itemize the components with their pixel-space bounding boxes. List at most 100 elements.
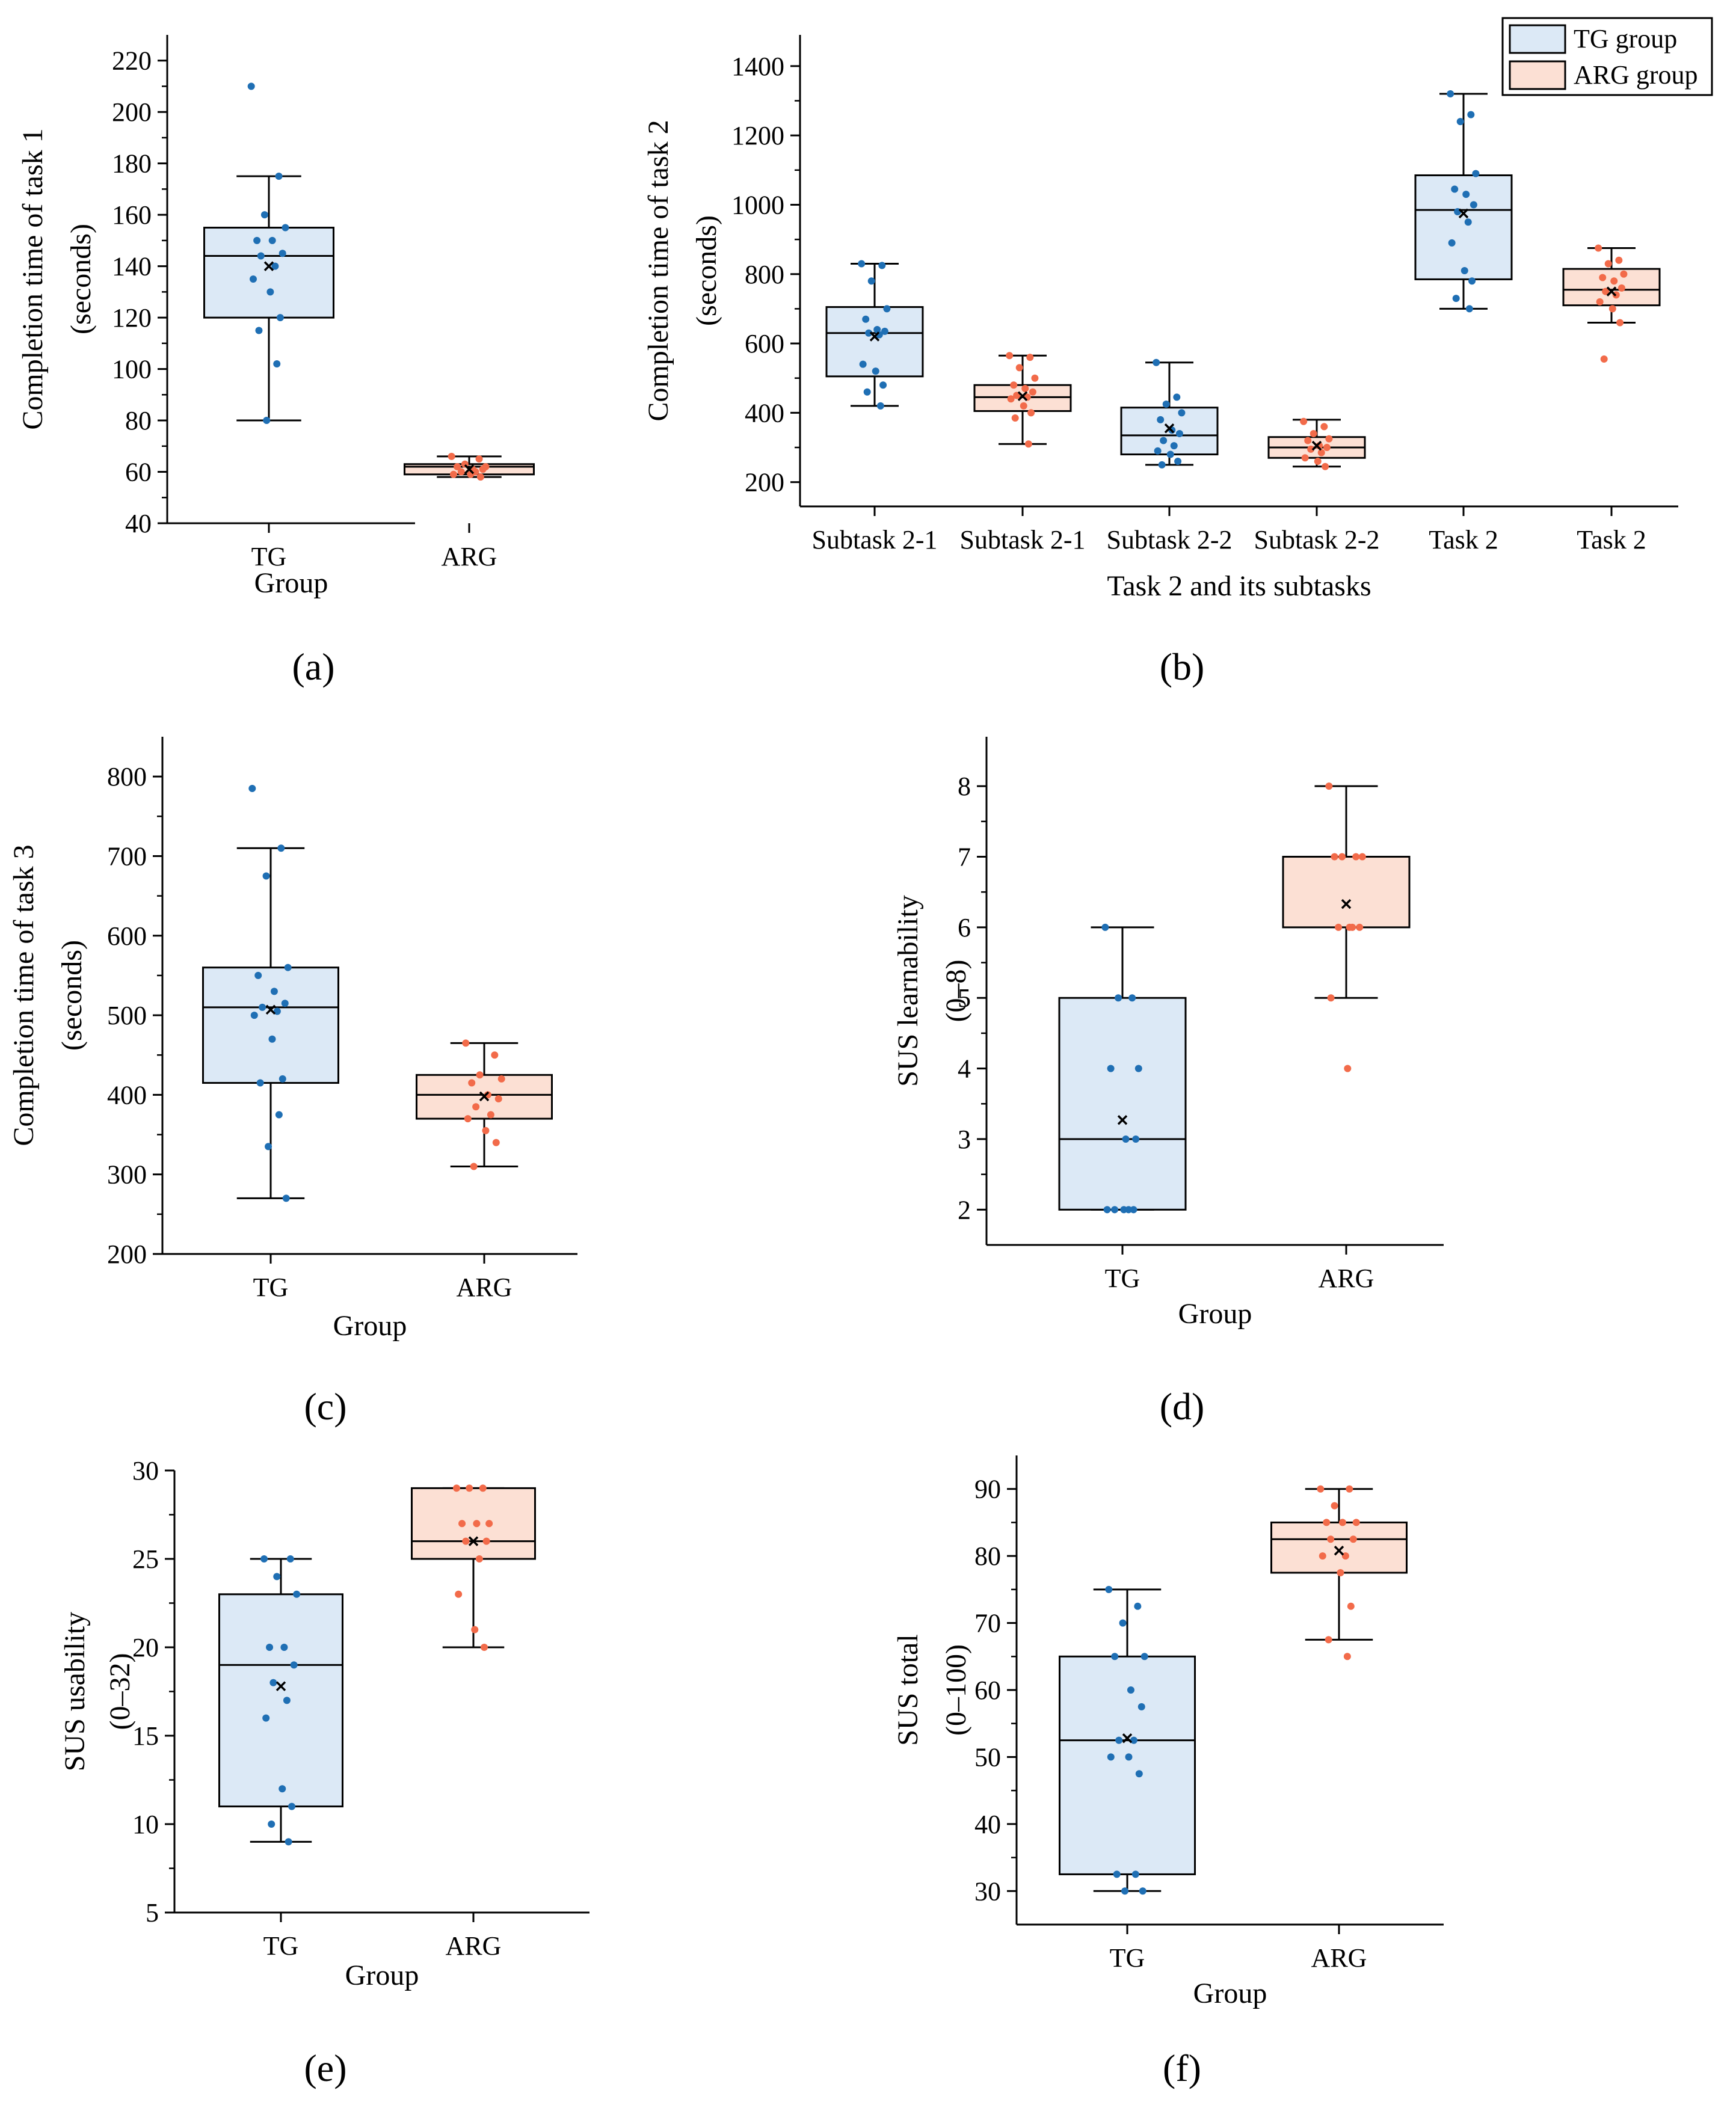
x-tick-label: TG [1110, 1943, 1145, 1973]
x-tick-label: Subtask 2-1 [960, 525, 1086, 555]
data-point [468, 1079, 476, 1087]
data-point [269, 1679, 277, 1686]
data-point [879, 381, 887, 389]
data-point [1125, 1753, 1133, 1761]
data-point [1325, 435, 1333, 443]
data-point [1178, 409, 1186, 417]
y-axis-title: SUS total [892, 1634, 924, 1745]
data-point [1310, 429, 1317, 437]
data-point [1015, 364, 1023, 372]
data-point [1111, 1653, 1119, 1661]
data-point [1468, 277, 1476, 285]
y-tick-label: 700 [107, 841, 147, 871]
data-point [247, 82, 255, 90]
mean-marker [1311, 440, 1322, 451]
y-axis-title: (0–32) [104, 1653, 136, 1730]
data-point [1307, 445, 1315, 453]
y-axis-title: (0–8) [940, 960, 972, 1022]
data-point [1301, 454, 1309, 462]
data-point [1317, 1485, 1325, 1493]
y-tick-label: 60 [125, 458, 152, 487]
y-tick-label: 160 [112, 200, 152, 230]
data-point [1338, 853, 1346, 861]
data-point [492, 1138, 500, 1146]
data-point [271, 262, 279, 270]
data-point [265, 1143, 272, 1151]
y-tick-label: 60 [974, 1676, 1001, 1705]
x-tick-label: ARG [1319, 1264, 1374, 1293]
data-point [1026, 354, 1034, 361]
data-point [472, 1103, 480, 1111]
data-point [487, 1111, 494, 1119]
data-point [466, 1484, 473, 1492]
iqr-box [218, 1593, 343, 1808]
y-tick-label: 20 [132, 1633, 159, 1662]
data-point [1470, 201, 1477, 209]
data-point [248, 785, 256, 792]
data-point [262, 872, 270, 880]
mean-marker [464, 464, 475, 475]
data-point [479, 1484, 487, 1492]
data-point [1352, 1519, 1360, 1526]
data-point [476, 1071, 484, 1079]
data-point [1462, 191, 1470, 198]
data-point [1158, 461, 1166, 469]
x-axis-title: Group [345, 1959, 419, 1991]
data-point [1304, 437, 1312, 444]
box-tg: TG [218, 1555, 343, 1961]
data-point [1620, 270, 1628, 278]
chart-panel-d: 2 3 4 5 6 7 8 SUS learnability (0–8) Group TG ARG (d… [892, 737, 1444, 1428]
box-arg: ARG [416, 1039, 553, 1302]
box-arg: Task 2 [1562, 244, 1661, 555]
data-point [1314, 458, 1322, 466]
x-tick-label: TG [1105, 1264, 1140, 1293]
data-point [482, 1126, 490, 1134]
data-point [475, 455, 483, 463]
data-point [471, 1626, 479, 1633]
data-point [1128, 994, 1136, 1002]
panel-label: (f) [1163, 2047, 1201, 2089]
data-point [1160, 437, 1168, 444]
x-tick-label: ARG [446, 1931, 502, 1961]
box-tg: Task 2 [1414, 90, 1513, 555]
data-point [1103, 1206, 1111, 1214]
box-tg: Subtask 2-1 [812, 260, 938, 555]
data-point [1131, 1870, 1139, 1878]
data-point [859, 360, 867, 368]
data-point [485, 1520, 493, 1528]
data-point [1596, 298, 1604, 306]
data-point [1461, 267, 1468, 274]
mean-marker [1606, 286, 1617, 297]
data-point [1120, 1206, 1128, 1214]
x-tick-label: Task 2 [1577, 525, 1646, 555]
data-point [449, 470, 457, 478]
data-point [281, 1000, 289, 1007]
box-tg: Subtask 2-2 [1107, 358, 1233, 555]
x-axis-title: Group [1193, 1977, 1267, 2009]
data-point [1349, 1535, 1357, 1543]
y-tick-label: 2 [958, 1195, 971, 1225]
data-point [254, 971, 262, 979]
x-axis-title: Group [333, 1310, 407, 1342]
data-point [256, 1079, 264, 1087]
data-point [1107, 1065, 1115, 1072]
data-point [1323, 444, 1331, 451]
y-tick-label: 70 [974, 1609, 1001, 1638]
data-point [1464, 218, 1472, 226]
box-tg: TG [203, 82, 334, 571]
data-point [455, 1590, 463, 1598]
y-tick-label: 40 [125, 509, 152, 538]
chart-panel-f: 30 40 50 60 70 80 90 SUS total (0–100) Group TG ARG… [892, 1455, 1444, 2089]
x-tick-label: ARG [1311, 1943, 1367, 1973]
data-point [285, 1838, 292, 1846]
data-point [280, 1644, 288, 1651]
data-point [1327, 1535, 1335, 1543]
x-tick-label: ARG [442, 542, 497, 571]
data-point [479, 466, 487, 473]
y-tick-label: 1000 [731, 190, 784, 220]
data-point [1325, 782, 1333, 790]
x-tick-label: TG [253, 1273, 289, 1302]
legend-entry: TG group [1574, 24, 1677, 54]
y-tick-label: 200 [107, 1240, 147, 1269]
data-point [1456, 118, 1464, 126]
